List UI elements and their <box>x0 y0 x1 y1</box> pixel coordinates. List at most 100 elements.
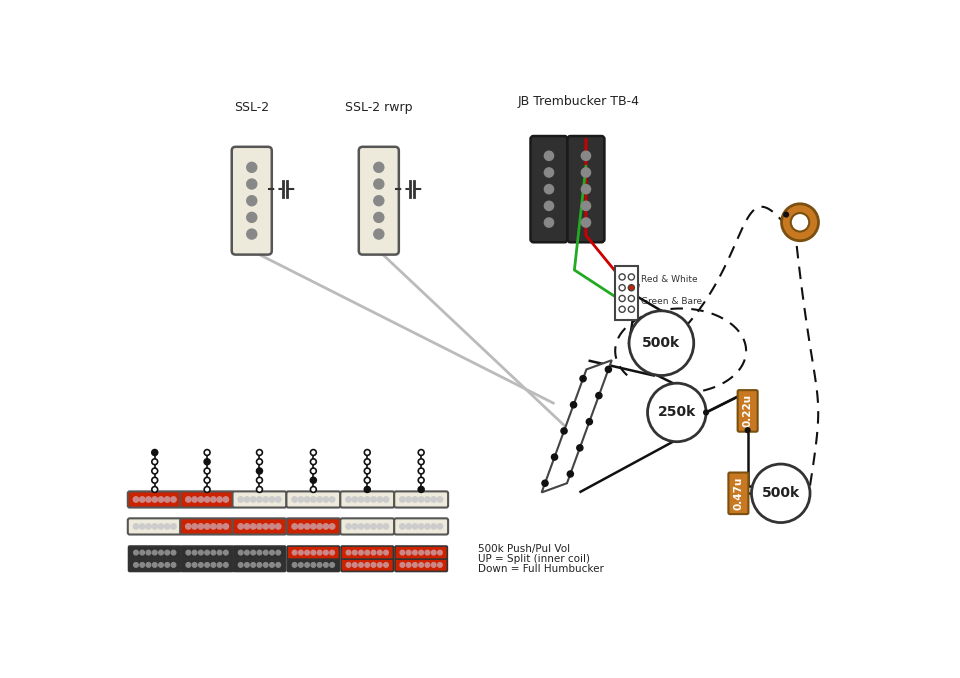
Circle shape <box>217 551 222 555</box>
Circle shape <box>263 551 268 555</box>
Circle shape <box>419 523 424 529</box>
Circle shape <box>347 551 350 555</box>
Circle shape <box>256 523 262 529</box>
FancyBboxPatch shape <box>233 559 286 572</box>
Circle shape <box>358 497 364 502</box>
Circle shape <box>158 563 163 567</box>
Circle shape <box>251 563 255 567</box>
Circle shape <box>365 477 371 483</box>
Circle shape <box>192 497 198 502</box>
Circle shape <box>317 497 323 502</box>
Circle shape <box>270 563 275 567</box>
Circle shape <box>158 551 163 555</box>
Circle shape <box>582 151 590 161</box>
Circle shape <box>251 497 256 502</box>
Circle shape <box>224 551 228 555</box>
Circle shape <box>152 450 157 456</box>
FancyBboxPatch shape <box>129 546 180 559</box>
Circle shape <box>204 523 210 529</box>
Circle shape <box>211 563 216 567</box>
Circle shape <box>377 551 382 555</box>
Circle shape <box>153 551 157 555</box>
Circle shape <box>346 497 351 502</box>
Circle shape <box>352 563 357 567</box>
Circle shape <box>276 523 281 529</box>
Circle shape <box>628 274 635 280</box>
Circle shape <box>561 428 567 434</box>
Circle shape <box>263 563 268 567</box>
Circle shape <box>431 551 436 555</box>
Circle shape <box>270 551 275 555</box>
Circle shape <box>383 497 389 502</box>
FancyBboxPatch shape <box>287 546 340 559</box>
Circle shape <box>419 468 424 474</box>
Circle shape <box>238 551 243 555</box>
Circle shape <box>146 551 151 555</box>
Circle shape <box>406 497 411 502</box>
Circle shape <box>781 204 819 241</box>
Circle shape <box>276 563 280 567</box>
Circle shape <box>204 468 210 474</box>
Circle shape <box>171 551 176 555</box>
Circle shape <box>544 168 554 177</box>
FancyBboxPatch shape <box>531 136 567 242</box>
Circle shape <box>431 497 437 502</box>
Circle shape <box>192 551 197 555</box>
Circle shape <box>419 477 424 483</box>
Circle shape <box>406 551 411 555</box>
FancyBboxPatch shape <box>729 473 749 514</box>
Circle shape <box>310 450 316 456</box>
FancyBboxPatch shape <box>128 519 181 534</box>
Circle shape <box>329 497 335 502</box>
Circle shape <box>419 563 423 567</box>
Circle shape <box>399 497 405 502</box>
Circle shape <box>133 497 138 502</box>
Circle shape <box>703 410 709 416</box>
Circle shape <box>165 551 170 555</box>
Circle shape <box>352 551 357 555</box>
FancyBboxPatch shape <box>395 519 448 534</box>
Polygon shape <box>541 360 612 492</box>
Circle shape <box>217 523 223 529</box>
Circle shape <box>192 563 197 567</box>
Text: SSL-2: SSL-2 <box>234 100 270 114</box>
FancyBboxPatch shape <box>180 546 233 559</box>
Circle shape <box>198 523 204 529</box>
Circle shape <box>318 551 322 555</box>
Circle shape <box>580 376 587 382</box>
FancyBboxPatch shape <box>341 559 394 572</box>
Circle shape <box>256 477 262 483</box>
FancyBboxPatch shape <box>340 492 395 508</box>
FancyBboxPatch shape <box>128 492 181 508</box>
FancyBboxPatch shape <box>233 546 286 559</box>
Text: Green & Bare: Green & Bare <box>641 297 703 306</box>
Circle shape <box>399 523 405 529</box>
Circle shape <box>256 497 262 502</box>
Circle shape <box>619 296 625 302</box>
Circle shape <box>292 563 297 567</box>
FancyBboxPatch shape <box>567 136 605 242</box>
Circle shape <box>384 551 389 555</box>
Circle shape <box>431 523 437 529</box>
Circle shape <box>269 497 275 502</box>
Circle shape <box>304 497 310 502</box>
Circle shape <box>238 563 243 567</box>
Circle shape <box>304 563 309 567</box>
Circle shape <box>171 523 177 529</box>
Circle shape <box>372 563 375 567</box>
Circle shape <box>629 311 694 376</box>
Circle shape <box>247 229 256 239</box>
Circle shape <box>419 551 423 555</box>
Circle shape <box>628 296 635 302</box>
Circle shape <box>582 184 590 194</box>
Circle shape <box>346 523 351 529</box>
Circle shape <box>310 459 316 464</box>
Text: 500k Push/Pul Vol: 500k Push/Pul Vol <box>478 544 570 554</box>
Circle shape <box>256 450 262 456</box>
Circle shape <box>424 523 430 529</box>
Circle shape <box>365 551 370 555</box>
Circle shape <box>204 450 210 456</box>
Circle shape <box>263 497 269 502</box>
Circle shape <box>437 523 443 529</box>
Circle shape <box>238 523 244 529</box>
